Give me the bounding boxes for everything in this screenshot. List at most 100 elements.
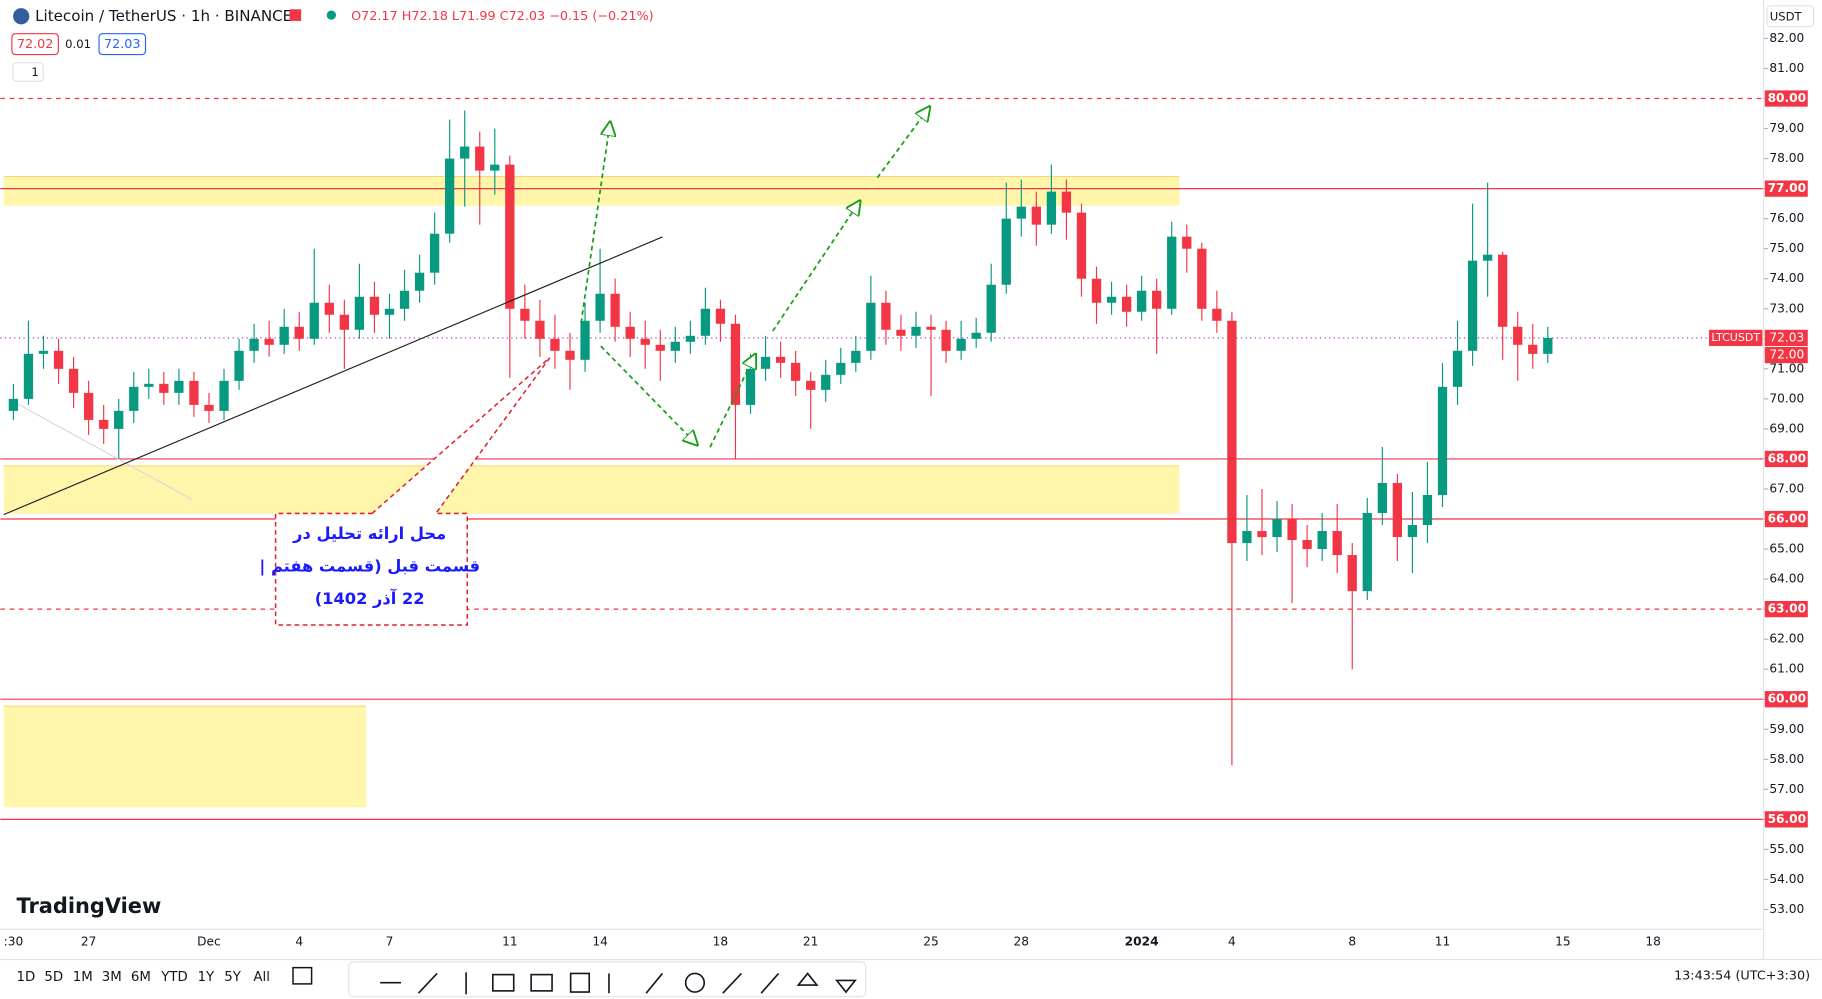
y-tick-label: 58.00	[1769, 752, 1804, 766]
x-tick-label: 28	[1014, 935, 1030, 949]
last-price-tag	[1764, 329, 1808, 347]
tool[interactable]	[530, 973, 553, 992]
candle-body	[1377, 482, 1387, 514]
interval-button[interactable]: 1M	[73, 970, 93, 985]
symbol-tag-label: LTCUSDT	[1711, 331, 1760, 344]
level-tag	[1764, 450, 1808, 468]
y-tick-label: 62.00	[1769, 632, 1804, 646]
arrow	[580, 122, 610, 324]
candle-body	[760, 356, 771, 369]
zone	[3, 176, 1180, 206]
candle-body	[114, 410, 124, 429]
callout-line: 22 آذر 1402)	[315, 588, 425, 608]
symbol-title: Litecoin / TetherUS · 1h · BINANCE	[35, 7, 292, 25]
candle-body	[99, 419, 109, 429]
candle-body	[249, 338, 259, 351]
candle-body	[8, 398, 19, 411]
y-tick-label: 55.00	[1769, 842, 1804, 856]
y-tick-label: 71.00	[1769, 361, 1804, 375]
candle-body	[866, 302, 876, 351]
interval-button[interactable]: 3M	[102, 970, 122, 985]
tool[interactable]	[684, 972, 706, 993]
y-tick-label: 65.00	[1769, 542, 1804, 556]
x-tick-label: 4	[295, 935, 303, 949]
tool[interactable]	[492, 973, 515, 992]
candle-body	[926, 326, 936, 330]
interval-button[interactable]: 1D	[16, 970, 35, 985]
candle-body	[1076, 212, 1087, 279]
level-tag	[1764, 600, 1808, 618]
trend-line	[3, 236, 663, 516]
interval-button[interactable]: All	[253, 970, 270, 985]
candle-body	[23, 353, 34, 399]
level-tag-label: 68.00	[1768, 451, 1807, 465]
candle-body	[38, 350, 49, 354]
symbol-icon	[13, 8, 30, 25]
level-tag-label: 60.00	[1768, 692, 1807, 706]
sell-price[interactable]: 72.02	[17, 37, 54, 52]
level-tag	[1764, 691, 1808, 708]
candle-body	[505, 164, 515, 309]
candle-body	[670, 341, 680, 351]
candle-body	[429, 233, 440, 273]
currency[interactable]: USDT	[1770, 9, 1803, 23]
y-tick-label: 73.00	[1769, 301, 1804, 315]
buy-box[interactable]	[98, 33, 147, 56]
x-tick-label: 14	[592, 935, 608, 949]
indicator-count[interactable]: 1	[31, 65, 38, 79]
candle-body	[1182, 236, 1192, 249]
date-range-button[interactable]	[292, 966, 313, 985]
drawing-toolbar	[348, 961, 867, 998]
symbol-tag	[1709, 329, 1763, 347]
candle-body	[53, 350, 64, 369]
candle-body	[1362, 513, 1372, 592]
tool[interactable]	[569, 972, 591, 993]
tool[interactable]	[796, 972, 819, 986]
callout-line: قسمت قبل (قسمت هفتم |	[259, 556, 480, 576]
candle-body	[791, 362, 801, 381]
logo: TradingView	[17, 894, 162, 918]
interval-button[interactable]: YTD	[160, 970, 188, 985]
candle-body	[1287, 519, 1297, 541]
candle-body	[1091, 278, 1102, 303]
y-tick-label: 79.00	[1769, 121, 1804, 135]
flag-icon[interactable]	[289, 9, 302, 21]
candle-body	[535, 320, 545, 339]
candle-body	[204, 404, 214, 411]
indicator-toggle[interactable]	[12, 62, 44, 82]
candle-body	[896, 329, 906, 336]
bid-tag-label: 72.00	[1769, 348, 1804, 362]
y-tick-label: 53.00	[1769, 902, 1804, 916]
status-dot	[326, 10, 336, 20]
candle-body	[1167, 236, 1177, 309]
tool[interactable]	[760, 972, 780, 994]
candle-body	[971, 332, 981, 339]
sell-box[interactable]	[11, 33, 59, 56]
candle-body	[610, 293, 620, 327]
candle-body	[219, 380, 229, 411]
tool[interactable]	[645, 972, 664, 994]
spread: 0.01	[65, 37, 91, 51]
candle-body	[1001, 218, 1011, 285]
buy-price[interactable]: 72.03	[104, 37, 141, 52]
currency-dropdown[interactable]	[1766, 5, 1815, 28]
callout-text: محل ارائه تحلیل در قسمت قبل (قسمت هفتم |…	[259, 524, 480, 608]
y-tick-label: 61.00	[1769, 662, 1804, 676]
candle-body	[881, 302, 891, 330]
tool[interactable]	[834, 979, 857, 994]
candle-body	[399, 290, 410, 309]
candle-body	[1106, 296, 1117, 303]
x-tick-label: 25	[923, 935, 939, 949]
y-tick-label: 59.00	[1769, 722, 1804, 736]
interval-button[interactable]: 5D	[44, 970, 63, 985]
clock: 13:43:54 (UTC+3:30)	[1674, 968, 1810, 983]
level-tag-label: 77.00	[1768, 181, 1807, 195]
tool[interactable]	[417, 972, 438, 994]
x-tick-label: Dec	[197, 935, 221, 949]
y-tick-label: 81.00	[1769, 61, 1804, 75]
interval-button[interactable]: 5Y	[224, 970, 241, 985]
interval-button[interactable]: 6M	[131, 970, 151, 985]
interval-button[interactable]: 1Y	[198, 970, 215, 985]
tool[interactable]	[722, 972, 742, 994]
candle-body	[490, 164, 500, 171]
